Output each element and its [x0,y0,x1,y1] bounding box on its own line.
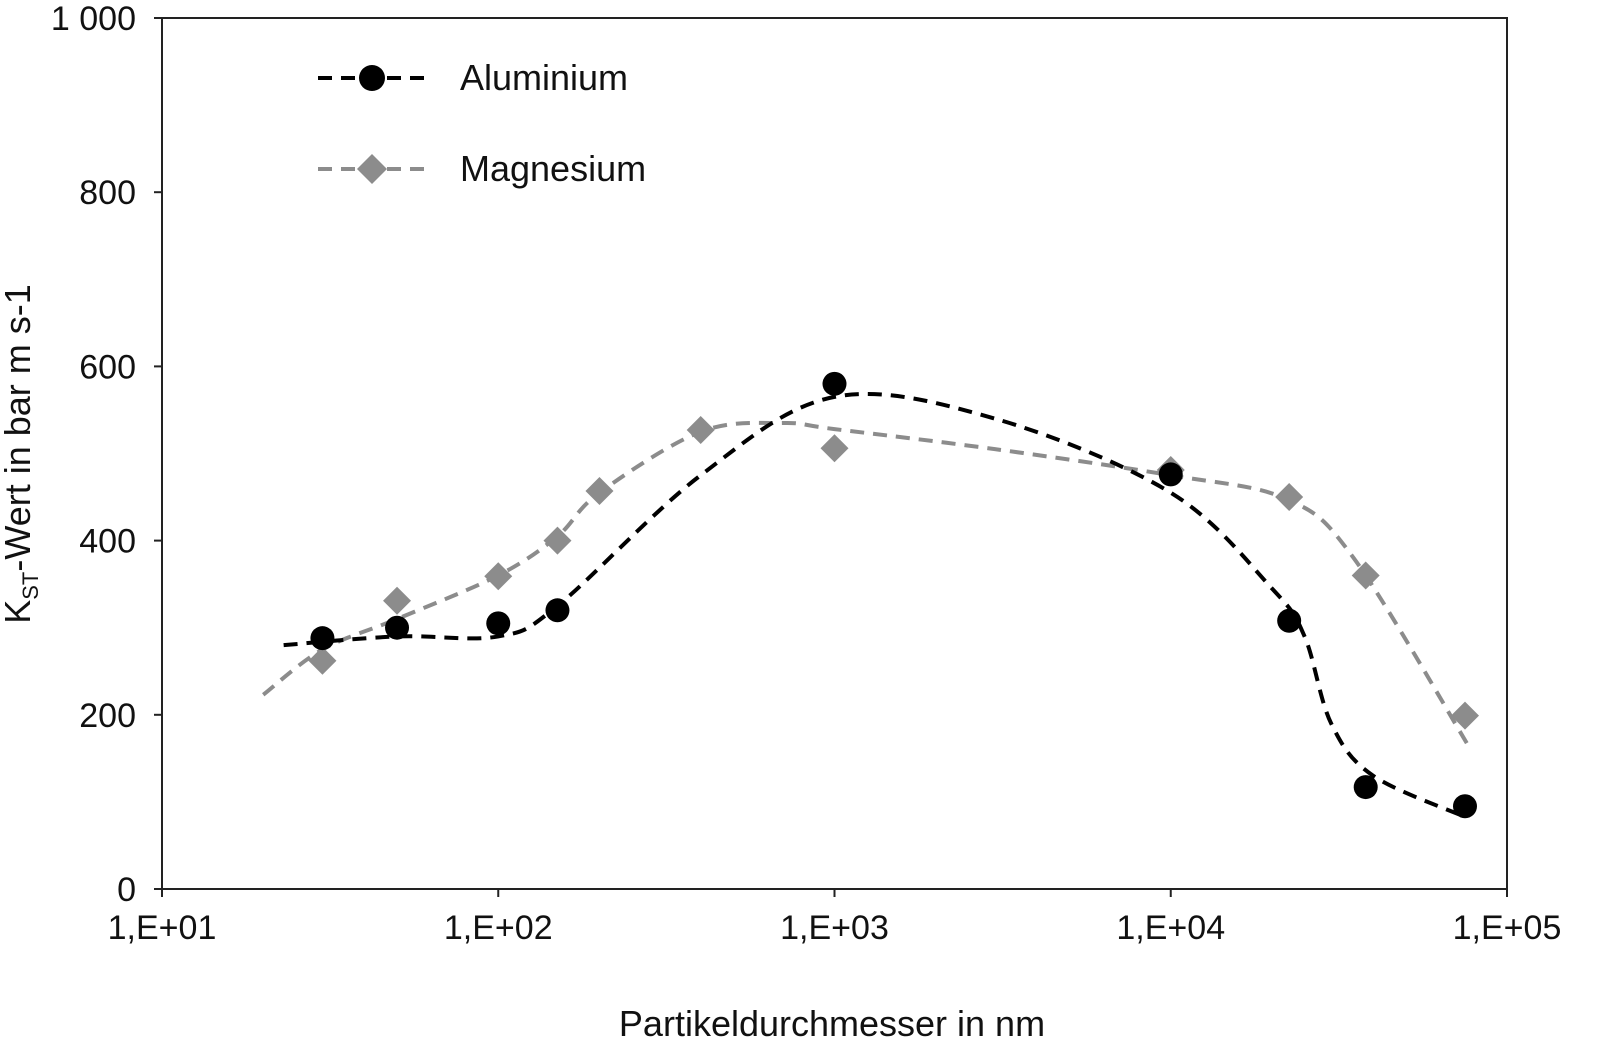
data-point-aluminium [1353,775,1378,800]
y-tick-label: 200 [79,697,136,735]
x-tick-label: 1,E+03 [780,909,889,947]
legend-label-aluminium: Aluminium [460,57,628,98]
fit-curves [261,392,1473,820]
data-point-aluminium [385,615,410,640]
fit-curve-magnesium [261,420,1473,751]
data-points [308,371,1479,819]
legend-label-magnesium: Magnesium [460,148,646,189]
data-point-magnesium [484,562,513,591]
axes: 1,E+01 1,E+02 1,E+03 1,E+04 1,E+05 0 200 400 600… [51,0,1561,947]
data-point-magnesium [585,476,614,505]
x-tick-label: 1,E+02 [444,909,553,947]
y-tick-label: 1 000 [51,0,136,38]
data-point-aluminium [1277,608,1302,633]
data-point-magnesium [1351,561,1380,590]
y-axis-label-rest: -Wert in bar m s-1 [0,284,38,571]
data-point-magnesium [383,586,412,615]
data-point-aluminium [359,65,385,91]
data-point-aluminium [486,611,511,636]
y-tick-label: 800 [79,174,136,212]
legend: Aluminium Magnesium [318,57,646,189]
data-point-magnesium [357,154,387,184]
data-point-magnesium [1275,483,1304,512]
data-point-aluminium [545,598,570,623]
x-tick-label: 1,E+04 [1116,909,1225,947]
x-axis-label: Partikeldurchmesser in nm [619,1003,1045,1039]
data-point-aluminium [310,626,335,651]
data-point-aluminium [1452,794,1477,819]
y-tick-label: 0 [117,871,136,909]
data-point-aluminium [822,371,847,396]
y-tick-label: 400 [79,523,136,561]
y-axis-label-main: K [0,600,38,624]
data-point-aluminium [1158,462,1183,487]
y-axis-label-sub: ST [18,572,43,600]
data-point-magnesium [308,646,337,675]
data-point-magnesium [820,434,849,463]
x-tick-label: 1,E+05 [1453,909,1562,947]
fit-curve-aluminium [283,392,1468,820]
y-axis-label: KST-Wert in bar m s-1 [0,284,43,624]
data-point-magnesium [686,415,715,444]
data-point-magnesium [543,526,572,555]
x-tick-label: 1,E+01 [108,909,217,947]
y-tick-label: 600 [79,348,136,386]
data-point-magnesium [1450,701,1479,730]
